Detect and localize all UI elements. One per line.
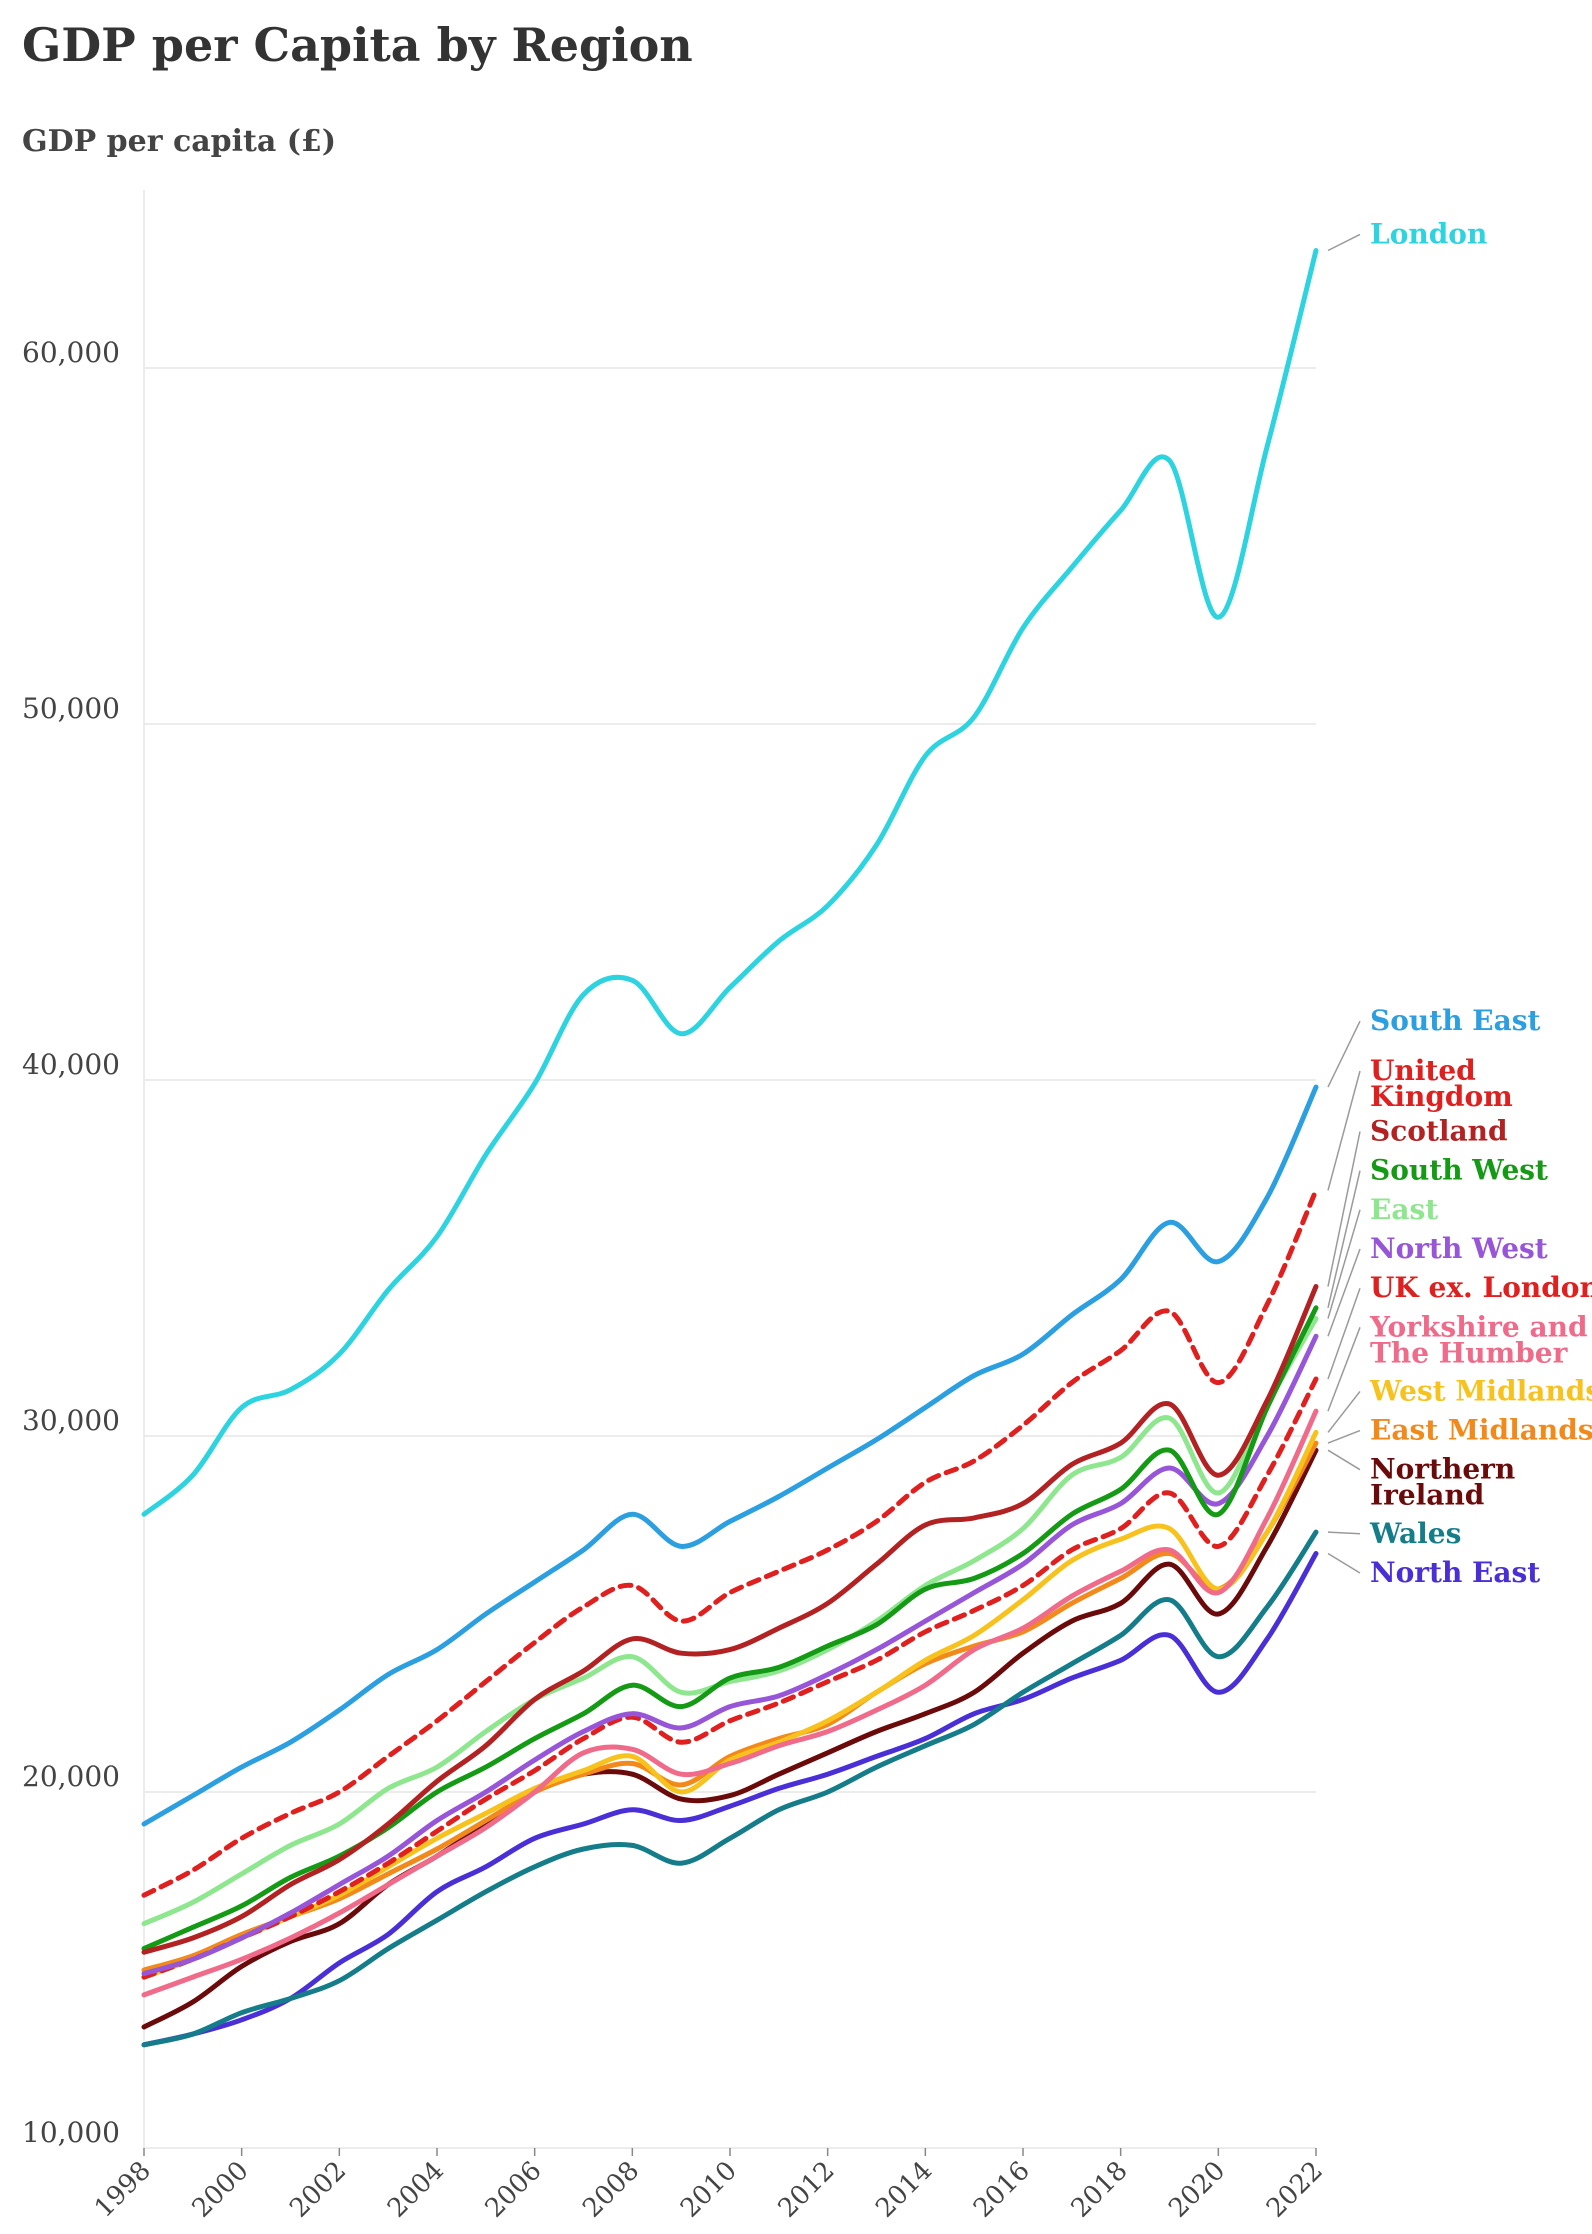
leader-line-yorkshire-and-the-humber xyxy=(1327,1327,1361,1412)
y-axis-label: GDP per capita (£) xyxy=(22,124,337,159)
gridlines xyxy=(144,367,1316,2149)
series-line-scotland xyxy=(141,1284,1319,1955)
leader-line-uk-ex-london xyxy=(1327,1287,1361,1380)
leader-line-united-kingdom xyxy=(1327,1070,1361,1191)
series-label-scotland: Scotland xyxy=(1370,1115,1508,1148)
series-label-east-midlands: East Midlands xyxy=(1370,1414,1592,1447)
series-label-line: Ireland xyxy=(1370,1479,1484,1512)
series-label-united-kingdom: United Kingdom xyxy=(1370,1054,1513,1113)
series-label-line: North East xyxy=(1370,1556,1540,1589)
leader-line-west-midlands xyxy=(1327,1390,1361,1433)
leader-line-east xyxy=(1327,1209,1361,1319)
y-tick-label: 50,000 xyxy=(22,692,120,725)
series-line-london xyxy=(141,248,1319,1517)
x-tick-label: 2020 xyxy=(1163,2156,1231,2224)
x-tick-label: 2012 xyxy=(773,2156,841,2224)
series-line-yorkshire-and-the-humber xyxy=(141,1408,1319,1998)
series-line-east-midlands xyxy=(141,1440,1319,1973)
x-tick-label: 2004 xyxy=(382,2156,450,2224)
series-line-west-midlands xyxy=(141,1429,1319,1980)
series-label-line: North West xyxy=(1370,1232,1548,1265)
series-label-line: West Midlands xyxy=(1369,1374,1592,1407)
x-tick-label: 2000 xyxy=(187,2156,255,2224)
series-line-united-kingdom xyxy=(141,1187,1319,1898)
series-label-south-west: South West xyxy=(1370,1154,1548,1187)
leader-line-south-east xyxy=(1327,1020,1361,1088)
series-line-south-east xyxy=(141,1084,1319,1827)
x-tick-label: 2006 xyxy=(480,2156,548,2224)
leader-line-scotland xyxy=(1327,1131,1361,1287)
series-label-line: South East xyxy=(1370,1004,1541,1037)
x-tick-label: 2002 xyxy=(284,2156,352,2224)
y-tick-label: 40,000 xyxy=(22,1048,120,1081)
leader-line-wales xyxy=(1327,1531,1361,1535)
series-line-northern-ireland xyxy=(141,1447,1319,2030)
series-line-north-east xyxy=(141,1551,1319,2048)
y-tick-label: 60,000 xyxy=(22,336,120,369)
series-label-north-east: North East xyxy=(1370,1556,1540,1589)
leader-line-north-west xyxy=(1327,1248,1361,1337)
y-tick-label: 30,000 xyxy=(22,1404,120,1437)
series-label-south-east: South East xyxy=(1370,1004,1541,1037)
series-label-line: London xyxy=(1370,217,1487,250)
series-line-north-west xyxy=(141,1333,1319,1977)
series-label-line: East xyxy=(1370,1193,1438,1226)
series-label-london: London xyxy=(1370,217,1487,250)
x-tick-label: 1998 xyxy=(89,2156,157,2224)
x-tick-label: 2018 xyxy=(1066,2156,1134,2224)
series-label-east: East xyxy=(1370,1193,1438,1226)
chart-title: GDP per Capita by Region xyxy=(22,18,693,72)
series-label-line: Wales xyxy=(1369,1517,1461,1550)
series-label-west-midlands: West Midlands xyxy=(1369,1374,1592,1407)
leader-line-east-midlands xyxy=(1327,1429,1361,1444)
series-label-line: South West xyxy=(1370,1154,1548,1187)
leader-line-north-east xyxy=(1327,1552,1361,1574)
series-label-line: Kingdom xyxy=(1370,1080,1513,1113)
series-lines xyxy=(141,248,1319,2048)
series-line-east xyxy=(141,1316,1319,1927)
series-label-line: United xyxy=(1370,1054,1476,1087)
x-tick-label: 2008 xyxy=(577,2156,645,2224)
series-label-north-west: North West xyxy=(1370,1232,1548,1265)
y-tick-label: 10,000 xyxy=(22,2116,120,2149)
leader-line-london xyxy=(1327,233,1361,252)
series-label-line: East Midlands xyxy=(1370,1414,1592,1447)
series-label-line: Scotland xyxy=(1370,1115,1508,1148)
series-label-line: Northern xyxy=(1370,1453,1515,1486)
x-tick-label: 2014 xyxy=(870,2156,938,2224)
series-line-uk-ex-london xyxy=(141,1376,1319,1980)
series-label-yorkshire-and-the-humber: Yorkshire and The Humber xyxy=(1369,1310,1588,1369)
series-label-northern-ireland: Northern Ireland xyxy=(1370,1453,1515,1512)
series-line-wales xyxy=(141,1529,1319,2048)
leader-line-northern-ireland xyxy=(1327,1449,1361,1471)
x-tick-label: 2016 xyxy=(968,2156,1036,2224)
series-line-south-west xyxy=(141,1305,1319,1952)
series-label-uk-ex-london: UK ex. London xyxy=(1370,1271,1592,1304)
leader-line-south-west xyxy=(1327,1170,1361,1308)
x-tick-label: 2022 xyxy=(1261,2156,1329,2224)
series-label-wales: Wales xyxy=(1369,1517,1461,1550)
series-label-line: The Humber xyxy=(1370,1336,1569,1369)
series-label-line: UK ex. London xyxy=(1370,1271,1592,1304)
y-tick-label: 20,000 xyxy=(22,1760,120,1793)
x-tick-label: 2010 xyxy=(675,2156,743,2224)
series-label-line: Yorkshire and xyxy=(1369,1310,1588,1343)
